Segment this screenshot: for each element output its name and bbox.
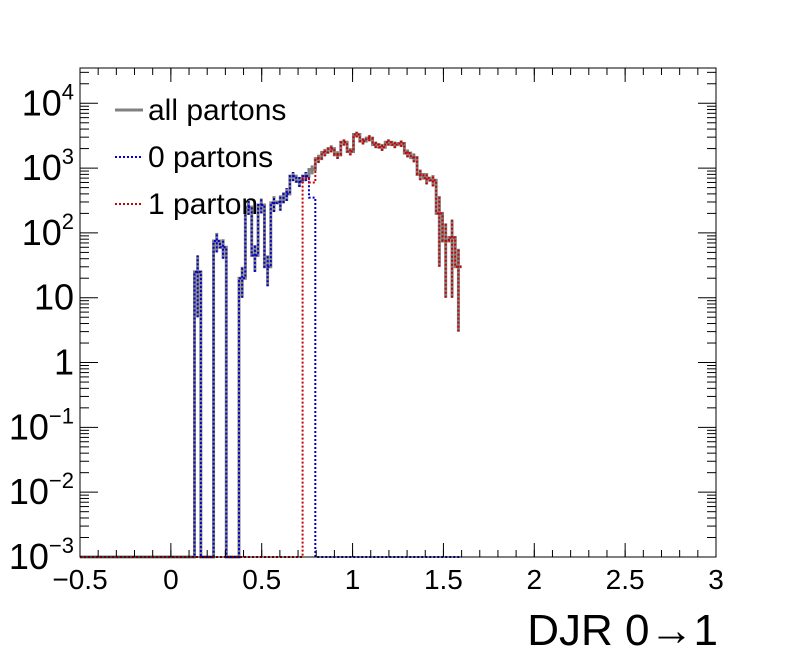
series-0-partons [80,172,462,558]
y-tick-label: 1 [54,342,74,383]
x-tick-label: 2.5 [606,564,645,595]
x-tick-label: 0.5 [242,564,281,595]
series-all-partons [80,131,462,559]
y-tick-label: 10 [34,277,74,318]
y-tick-label: 103 [22,144,74,188]
series-step-line-1-parton [80,133,462,558]
y-tick-label: 10−1 [9,403,74,447]
y-tick-label: 10−2 [9,468,74,512]
legend-label-1-parton: 1 parton [148,188,258,221]
x-tick-label: 2 [526,564,542,595]
legend-label-0-partons: 0 partons [148,141,273,174]
series-1-parton [80,131,462,558]
x-axis-title: DJR 0→1 [527,606,718,655]
x-tick-label: 3 [708,564,724,595]
x-tick-label: −0.5 [52,564,107,595]
series-step-line-0-partons [80,175,462,558]
y-tick-label: 10−3 [9,533,74,577]
series-step-line-all-partons [80,132,462,559]
x-tick-label: 1.5 [424,564,463,595]
x-tick-label: 0 [163,564,179,595]
legend: all partons 0 partons 1 parton [115,94,286,221]
series-layer [80,131,462,559]
y-tick-label: 102 [22,209,74,253]
y-tick-label: 104 [22,79,74,123]
x-tick-label: 1 [345,564,361,595]
axis-layer: −0.5 0 0.5 1 1.5 2 2.5 3 10−3 10−2 10−1 1 10 102 103 10… [9,68,724,595]
legend-label-all-partons: all partons [148,94,286,127]
